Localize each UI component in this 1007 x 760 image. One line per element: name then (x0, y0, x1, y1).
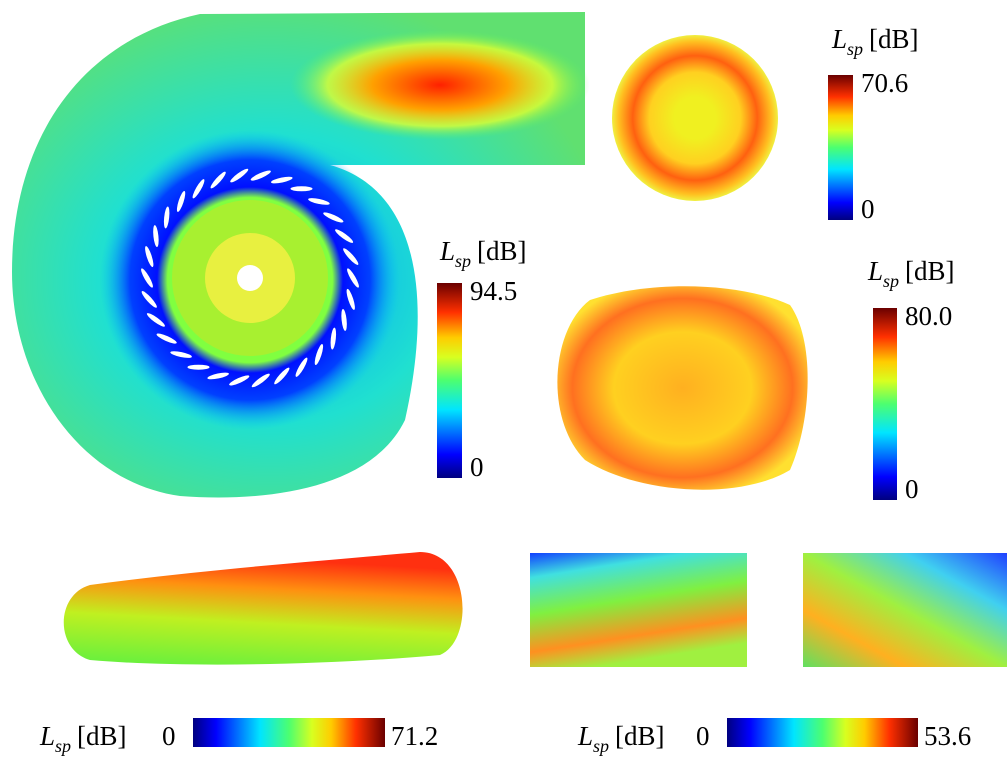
colorbar-max: 94.5 (470, 276, 517, 306)
colorbar-label: Lsp [dB] (831, 24, 919, 59)
outlet-contour (64, 552, 463, 665)
section-contour (557, 286, 807, 489)
label-subscript: sp (883, 271, 899, 291)
colorbar (828, 75, 853, 220)
colorbar-max: 71.2 (391, 721, 438, 751)
label-symbol: L (831, 24, 847, 54)
colorbar (437, 283, 462, 478)
label-unit: [dB] (477, 236, 527, 266)
colorbar-min: 0 (696, 721, 710, 751)
colorbar-min: 0 (470, 452, 484, 482)
colorbar-label: Lsp [dB] (577, 721, 665, 756)
colorbar-max: 53.6 (924, 721, 971, 751)
blade (188, 365, 210, 370)
box-contour (530, 553, 747, 667)
colorbar-min: 0 (162, 721, 176, 751)
blade (291, 186, 313, 191)
colorbar-label: Lsp [dB] (439, 236, 527, 271)
label-subscript: sp (55, 736, 71, 756)
label-subscript: sp (455, 251, 471, 271)
box-contour (803, 553, 1007, 667)
label-symbol: L (39, 721, 55, 751)
colorbar-label: Lsp [dB] (867, 256, 955, 291)
label-unit: [dB] (869, 24, 919, 54)
colorbar-label: Lsp [dB] (39, 721, 127, 756)
inlet-contour (612, 35, 778, 201)
label-symbol: L (439, 236, 455, 266)
label-subscript: sp (847, 39, 863, 59)
label-symbol: L (867, 256, 883, 286)
figure: Lsp [dB] 94.5 0 Lsp [dB] 70.6 0 Lsp [dB] 80.0 0 Lsp [… (0, 0, 1007, 760)
colorbar (873, 308, 897, 500)
label-symbol: L (577, 721, 593, 751)
label-unit: [dB] (615, 721, 665, 751)
colorbar (727, 718, 918, 747)
colorbar-min: 0 (905, 474, 919, 504)
colorbar-max: 80.0 (905, 301, 952, 331)
colorbar-max: 70.6 (861, 68, 908, 98)
label-subscript: sp (593, 736, 609, 756)
colorbar (193, 718, 385, 747)
label-unit: [dB] (905, 256, 955, 286)
label-unit: [dB] (77, 721, 127, 751)
colorbar-min: 0 (861, 194, 875, 224)
